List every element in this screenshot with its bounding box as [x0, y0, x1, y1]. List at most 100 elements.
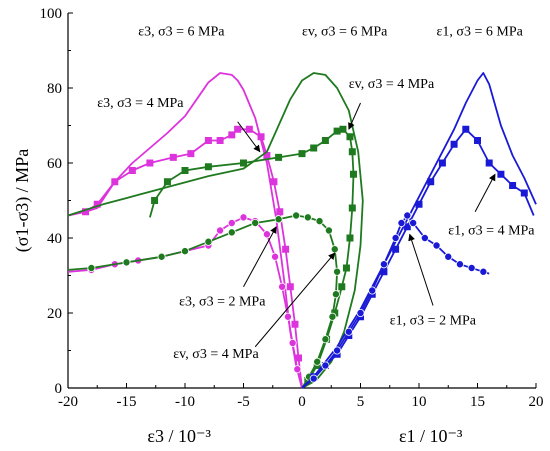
- annotation-label: ε1, σ3 = 6 MPa: [437, 25, 524, 40]
- x-tick-label: 15: [470, 394, 485, 410]
- data-point: [346, 234, 354, 242]
- y-tick-label: 20: [47, 306, 62, 322]
- y-axis-title: (σ1-σ3) / MPa: [12, 149, 33, 252]
- data-point: [427, 178, 435, 186]
- data-point: [283, 312, 292, 321]
- data-point: [271, 252, 280, 261]
- x-tick-label: -10: [175, 394, 195, 410]
- series-line: [67, 72, 364, 389]
- data-point: [292, 211, 301, 220]
- y-tick-label: 40: [47, 231, 62, 247]
- data-point: [321, 335, 330, 344]
- x-tick-label: 10: [412, 394, 427, 410]
- data-point: [313, 357, 322, 366]
- data-point: [263, 152, 271, 159]
- data-point: [485, 159, 493, 167]
- data-point: [157, 252, 166, 261]
- data-point: [392, 245, 400, 253]
- data-point: [497, 170, 505, 178]
- data-point: [245, 125, 253, 133]
- data-point: [379, 260, 388, 269]
- data-point: [286, 283, 294, 291]
- data-point: [291, 320, 299, 328]
- y-tick-label: 80: [47, 81, 62, 97]
- series-e1_s2: [301, 211, 490, 389]
- data-point: [274, 215, 283, 224]
- data-point: [228, 131, 236, 139]
- data-point: [270, 178, 278, 186]
- data-point: [368, 286, 377, 295]
- data-point: [467, 263, 476, 272]
- data-point: [331, 290, 340, 299]
- y-tick-label: 0: [55, 381, 63, 397]
- data-point: [409, 218, 418, 227]
- series-line: [67, 72, 303, 389]
- data-point: [403, 211, 412, 220]
- series-e3_s4: [67, 125, 303, 389]
- series-ev_s6: [67, 72, 364, 389]
- data-point: [331, 309, 339, 317]
- series-line: [301, 72, 537, 389]
- data-point: [251, 218, 260, 227]
- data-point: [344, 327, 353, 336]
- data-point: [309, 374, 318, 383]
- data-point: [169, 153, 177, 161]
- data-point: [262, 230, 271, 239]
- series-layer: [67, 72, 537, 389]
- data-point: [315, 217, 324, 226]
- data-point: [128, 167, 136, 174]
- data-point: [348, 204, 356, 212]
- annotation-label: ε3, σ3 = 4 MPa: [97, 96, 184, 111]
- data-point: [303, 213, 312, 222]
- data-point: [227, 218, 236, 227]
- data-point: [474, 137, 481, 144]
- data-point: [324, 226, 333, 235]
- x-tick-label: 5: [357, 394, 365, 410]
- series-ev_s2: [67, 211, 342, 389]
- data-point: [122, 258, 131, 267]
- annotation-arrow: [474, 173, 496, 212]
- data-point: [509, 182, 517, 189]
- data-point: [479, 267, 488, 276]
- data-point: [349, 170, 357, 178]
- data-point: [444, 252, 453, 261]
- data-point: [187, 150, 195, 158]
- data-point: [151, 197, 159, 204]
- data-point: [338, 283, 346, 291]
- series-e3_s6: [67, 72, 303, 389]
- data-point: [294, 354, 302, 362]
- x-tick-label: -20: [58, 394, 78, 410]
- annotation-label: ε1, σ3 = 2 MPa: [390, 313, 477, 328]
- data-point: [87, 263, 96, 272]
- data-point: [293, 365, 302, 374]
- data-point: [380, 268, 388, 276]
- data-point: [348, 148, 356, 156]
- data-point: [391, 233, 400, 242]
- data-point: [163, 178, 171, 186]
- data-point: [275, 153, 283, 161]
- data-point: [216, 226, 225, 235]
- data-point: [415, 200, 423, 208]
- data-point: [111, 178, 119, 186]
- data-point: [204, 237, 213, 246]
- y-tick-label: 60: [47, 156, 62, 172]
- data-point: [234, 125, 242, 133]
- annotation-label: ε1, σ3 = 4 MPa: [448, 223, 535, 238]
- data-point: [333, 346, 342, 355]
- data-point: [321, 137, 329, 144]
- data-point: [342, 264, 350, 272]
- annotation-arrow: [237, 121, 261, 153]
- data-point: [403, 223, 411, 231]
- data-point: [298, 150, 306, 158]
- annotation-arrow: [408, 233, 434, 306]
- data-point: [276, 208, 284, 216]
- data-point: [432, 241, 441, 250]
- x-tick-label: -5: [237, 394, 250, 410]
- y-tick-label: 100: [40, 6, 63, 22]
- data-point: [346, 133, 354, 141]
- data-point: [282, 245, 290, 253]
- annotation-label: ε3, σ3 = 6 MPa: [138, 25, 225, 40]
- data-point: [227, 228, 236, 237]
- x-axis-title-eps1: ε1 / 10⁻³: [399, 426, 463, 446]
